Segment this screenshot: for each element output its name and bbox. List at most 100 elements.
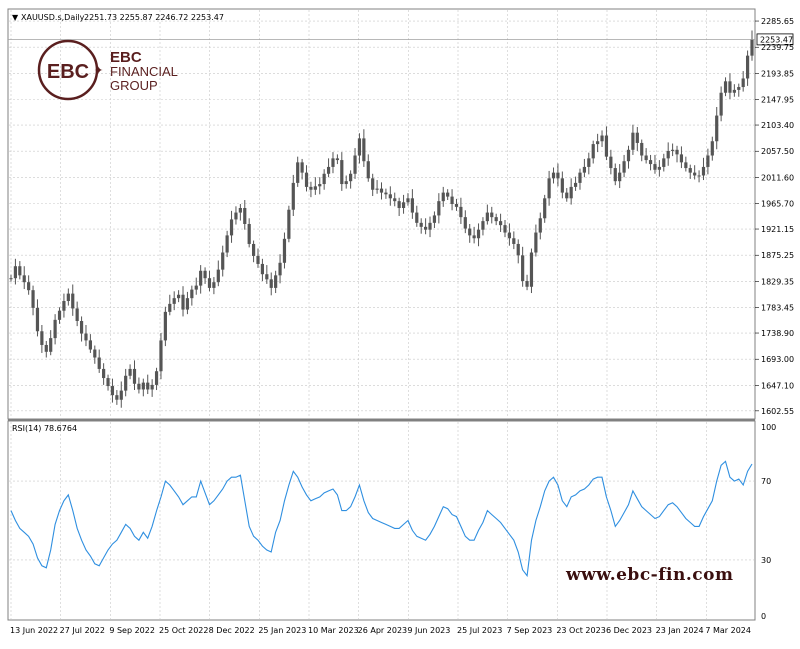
candle-body: [357, 138, 362, 156]
price-axis-label: 1693.00: [761, 355, 794, 364]
candle-body: [521, 255, 525, 282]
time-axis-label: 7 Sep 2023: [507, 626, 553, 635]
rsi-series: [10, 460, 753, 578]
candle-body: [626, 149, 631, 162]
candle-body: [529, 252, 534, 287]
candle-body: [745, 55, 750, 79]
candle-body: [199, 270, 203, 286]
candle-body: [600, 135, 604, 142]
watermark-url: www.ebc-fin.com: [565, 565, 733, 585]
rsi-axis-label: 70: [761, 477, 771, 486]
candle-body: [207, 278, 212, 288]
candle-body: [719, 92, 723, 116]
candle-body: [44, 344, 48, 352]
candle-body: [538, 218, 542, 233]
candle-body: [648, 160, 653, 165]
time-axis-label: 9 Sep 2022: [109, 626, 155, 635]
candle-body: [53, 319, 57, 339]
candle-body: [102, 368, 106, 379]
candle-body: [256, 255, 260, 264]
candle-body: [393, 198, 397, 202]
candle-body: [265, 274, 269, 280]
time-axis-label: 13 Jun 2022: [10, 626, 58, 635]
candle-body: [587, 158, 591, 167]
candle-body: [379, 188, 384, 193]
candle-body: [666, 150, 670, 159]
logo-line-3: GROUP: [110, 78, 158, 93]
candle-body: [410, 198, 414, 213]
candle-body: [177, 294, 181, 299]
candle-body: [485, 212, 489, 222]
candle-body: [644, 155, 648, 161]
price-axis-label: 1829.35: [761, 277, 794, 286]
candle-body: [565, 192, 569, 199]
price-axis-label: 2239.75: [761, 43, 794, 52]
candle-body: [238, 208, 242, 213]
candle-body: [291, 182, 295, 210]
main-grid: [9, 10, 754, 418]
rsi-axis-label: 0: [761, 612, 766, 621]
candle-body: [609, 156, 613, 169]
candle-body: [375, 188, 379, 190]
candle-body: [71, 293, 75, 309]
candle-body: [569, 186, 573, 199]
candle-body: [287, 209, 291, 239]
candle-body: [419, 222, 423, 227]
time-axis-label: 6 Dec 2023: [606, 626, 652, 635]
candle-body: [168, 303, 172, 312]
candle-body: [150, 384, 154, 390]
time-axis-label: 10 Mar 2023: [308, 626, 359, 635]
candle-body: [371, 178, 375, 190]
candle-body: [706, 155, 710, 167]
candle-body: [31, 290, 35, 308]
candle-body: [454, 204, 459, 207]
candle-body: [366, 161, 370, 179]
candle-body: [185, 298, 190, 310]
candle-body: [728, 81, 732, 93]
candle-body: [560, 178, 564, 193]
price-axis-label: 1602.55: [761, 407, 794, 416]
candle-body: [512, 238, 516, 244]
candle-body: [388, 194, 392, 199]
time-axis-label: 8 Dec 2022: [209, 626, 255, 635]
logo-spark-icon: ✦: [94, 65, 103, 77]
time-axis-label: 26 Apr 2023: [358, 626, 407, 635]
candle-body: [415, 212, 419, 223]
candle-body: [194, 285, 198, 290]
candle-body: [618, 172, 622, 182]
candle-body: [57, 310, 62, 320]
candle-body: [247, 223, 251, 244]
price-axis-label: 2103.40: [761, 121, 794, 130]
time-axis-label: 9 Jun 2023: [407, 626, 450, 635]
candle-body: [22, 275, 26, 283]
collapse-arrow-icon[interactable]: ▼: [12, 13, 19, 22]
candle-body: [221, 252, 225, 270]
rsi-axis-label: 30: [761, 556, 771, 565]
candle-body: [732, 89, 736, 93]
candle-body: [613, 168, 617, 182]
candle-body: [212, 282, 216, 288]
last-price-marker: 2253.47: [8, 33, 794, 46]
candle-body: [362, 138, 366, 162]
candle-body: [481, 221, 485, 230]
candle-body: [269, 279, 273, 288]
candle-body: [128, 368, 132, 376]
time-axis-label: 25 Jan 2023: [258, 626, 306, 635]
candle-body: [88, 340, 92, 350]
candle-body: [243, 208, 247, 224]
candle-body: [662, 158, 666, 167]
candle-body: [671, 149, 675, 151]
candle-body: [79, 320, 84, 334]
candle-body: [203, 270, 207, 279]
candle-body: [274, 275, 278, 288]
candle-body: [225, 235, 229, 253]
candle-body: [93, 349, 97, 358]
rsi-axis-label: 100: [761, 423, 776, 432]
candle-body: [353, 155, 357, 174]
candle-body: [35, 307, 40, 332]
candle-body: [556, 172, 560, 179]
candle-body: [468, 228, 472, 236]
candle-body: [172, 298, 176, 304]
price-axis-label: 1965.70: [761, 200, 794, 209]
candle-body: [84, 333, 88, 341]
